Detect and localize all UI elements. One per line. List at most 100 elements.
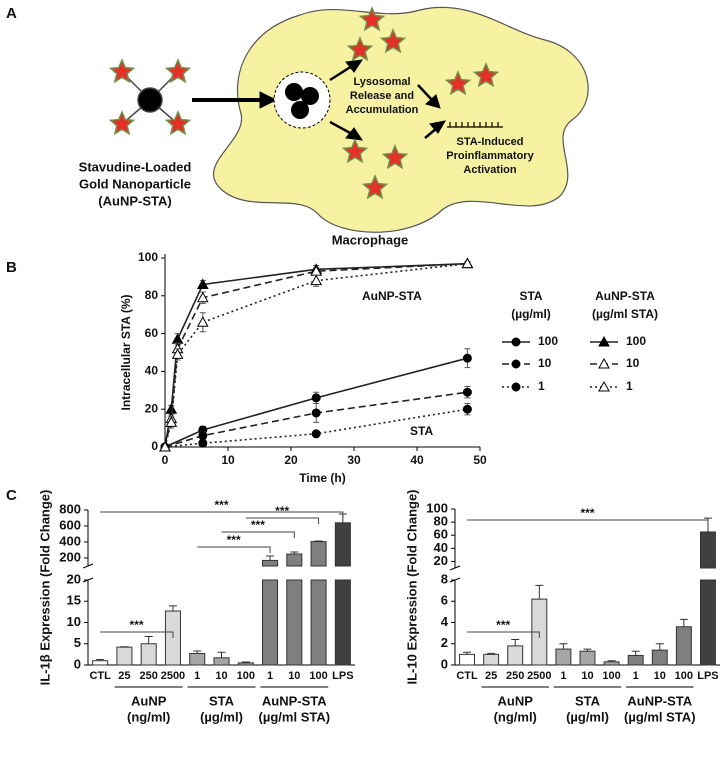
x-tick-label: 20 bbox=[284, 453, 298, 467]
diagram-label: Proinflammatory bbox=[446, 150, 534, 162]
marker bbox=[598, 335, 610, 347]
x-tick-label: 10 bbox=[581, 670, 593, 682]
x-tick-label: 1 bbox=[560, 670, 566, 682]
error-bar bbox=[655, 643, 664, 651]
x-tick-label: 100 bbox=[309, 670, 327, 682]
marker bbox=[511, 382, 521, 392]
y-tick-label: 40 bbox=[145, 364, 159, 378]
x-tick-label: 25 bbox=[485, 670, 497, 682]
x-tick-label: 50 bbox=[473, 453, 487, 467]
star bbox=[108, 58, 136, 84]
y-tick-label: 60 bbox=[145, 326, 159, 340]
bar bbox=[675, 626, 692, 666]
x-tick-label: 100 bbox=[675, 670, 693, 682]
star bbox=[472, 62, 500, 88]
star bbox=[346, 36, 374, 62]
bar bbox=[164, 610, 181, 666]
legend-label: 1 bbox=[538, 379, 545, 393]
y-tick-label: 4 bbox=[441, 614, 449, 629]
star bbox=[379, 28, 407, 54]
significance-label: *** bbox=[130, 618, 144, 632]
legend-title: STA bbox=[519, 289, 542, 303]
group-label: AuNP bbox=[131, 693, 167, 708]
marker bbox=[462, 387, 472, 397]
group-label: (ng/ml) bbox=[127, 709, 170, 724]
error-bar bbox=[290, 551, 299, 554]
bar bbox=[651, 649, 668, 666]
significance-bracket bbox=[467, 631, 540, 638]
legend-label: 100 bbox=[626, 334, 646, 348]
diagram-label: Accumulation bbox=[346, 104, 419, 116]
legend-label: 1 bbox=[626, 379, 633, 393]
error-bar bbox=[314, 540, 323, 542]
error-bar bbox=[631, 650, 640, 656]
marker bbox=[598, 380, 610, 392]
bar bbox=[213, 657, 230, 666]
marker bbox=[310, 274, 323, 286]
panel-label: B bbox=[6, 259, 17, 276]
marker bbox=[598, 357, 610, 369]
macrophage bbox=[213, 6, 589, 233]
legend-label: 10 bbox=[626, 356, 640, 370]
x-tick-label: 100 bbox=[237, 670, 255, 682]
star bbox=[341, 138, 369, 164]
x-tick-label: 2500 bbox=[527, 670, 551, 682]
y-tick-label: 600 bbox=[59, 517, 81, 532]
y-tick-label: 8 bbox=[441, 571, 448, 586]
diagram-label: Macrophage bbox=[332, 232, 409, 247]
x-axis-label: Time (h) bbox=[299, 471, 345, 485]
y-tick-label: 5 bbox=[74, 635, 81, 650]
y-tick-label: 6 bbox=[441, 593, 448, 608]
marker bbox=[159, 440, 171, 452]
annotation: STA bbox=[410, 424, 433, 438]
marker bbox=[311, 393, 321, 403]
x-tick-label: LPS bbox=[697, 670, 718, 682]
bar bbox=[140, 643, 157, 666]
marker bbox=[198, 438, 208, 448]
marker bbox=[165, 416, 178, 427]
error-bar bbox=[168, 605, 177, 612]
x-tick-label: 10 bbox=[215, 670, 227, 682]
bar bbox=[92, 660, 109, 666]
star bbox=[444, 70, 472, 96]
significance-label: *** bbox=[580, 506, 594, 520]
x-tick-label: 250 bbox=[140, 670, 158, 682]
marker bbox=[196, 291, 209, 303]
bar bbox=[286, 579, 303, 666]
x-tick-label: 2500 bbox=[161, 670, 185, 682]
significance-bracket bbox=[197, 546, 271, 553]
group-label: AuNP bbox=[498, 693, 534, 708]
x-tick-label: 1 bbox=[267, 670, 273, 682]
error-bar bbox=[241, 661, 250, 663]
error-bar bbox=[144, 636, 153, 644]
error-bar bbox=[96, 658, 105, 661]
y-tick-label: 40 bbox=[434, 540, 448, 555]
significance-bracket bbox=[245, 517, 320, 524]
y-tick-label: 20 bbox=[67, 571, 81, 586]
diagram-label: Gold Nanoparticle bbox=[79, 176, 191, 191]
bar bbox=[262, 559, 279, 567]
x-tick-label: CTL bbox=[89, 670, 111, 682]
y-tick-label: 80 bbox=[145, 288, 159, 302]
panel-label: A bbox=[6, 5, 17, 22]
legend-title: (µg/ml) bbox=[511, 307, 551, 321]
x-tick-label: LPS bbox=[332, 670, 353, 682]
x-tick-label: 100 bbox=[602, 670, 620, 682]
marker bbox=[462, 404, 472, 414]
error-bar bbox=[217, 651, 226, 658]
x-tick-label: 40 bbox=[410, 453, 424, 467]
significance-bracket bbox=[467, 519, 709, 526]
receptor bbox=[447, 122, 503, 128]
x-tick-label: 25 bbox=[118, 670, 130, 682]
series-line bbox=[164, 357, 468, 448]
x-tick-label: 10 bbox=[654, 670, 666, 682]
marker bbox=[511, 337, 521, 347]
legend-title: AuNP-STA bbox=[595, 289, 655, 303]
error-bar bbox=[535, 584, 544, 600]
group-label: AuNP-STA bbox=[262, 693, 327, 708]
error-bar bbox=[679, 618, 688, 627]
x-tick-label: CTL bbox=[456, 670, 478, 682]
bar bbox=[627, 654, 644, 666]
star bbox=[164, 58, 192, 84]
bar bbox=[603, 661, 620, 666]
